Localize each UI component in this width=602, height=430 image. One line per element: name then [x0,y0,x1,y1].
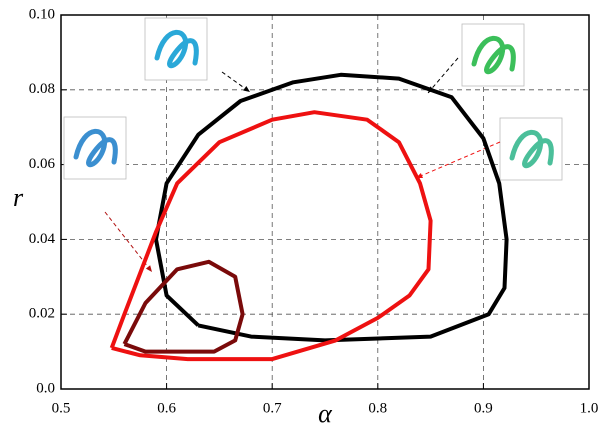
y-tick-label: 0.02 [29,306,55,322]
arrow-head [243,86,250,92]
y-tick-label: 0.10 [29,6,55,22]
y-axis-label: r [13,183,24,212]
x-axis-label: α [318,399,333,428]
arrow-head [145,265,152,272]
inset-knot [471,35,516,75]
arrow [427,57,459,94]
series-line [122,259,245,354]
x-tick-label: 0.9 [474,400,493,416]
x-tick-label: 1.0 [580,400,599,416]
inset-knot [73,128,118,168]
x-tick-label: 0.5 [52,400,71,416]
y-tick-label: 0.04 [29,231,56,247]
x-tick-label: 0.7 [263,400,282,416]
series-line [154,72,509,343]
y-tick-label: 0.0 [36,380,55,396]
x-tick-label: 0.6 [157,400,176,416]
plot-frame [60,14,590,390]
inset-knot [509,129,554,169]
x-tick-label: 0.8 [368,400,387,416]
y-tick-label: 0.08 [29,81,55,97]
y-tick-label: 0.06 [29,156,56,172]
series-line [109,110,433,362]
inset-knot [154,29,199,69]
